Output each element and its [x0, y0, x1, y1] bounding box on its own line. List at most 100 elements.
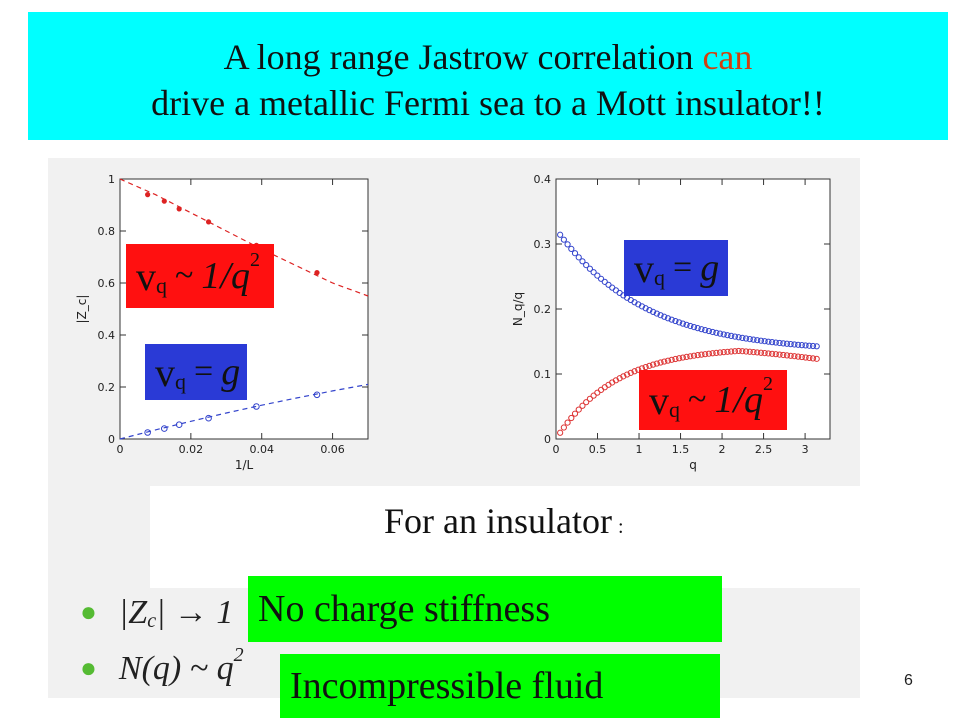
data-point: [557, 231, 564, 238]
data-point: [806, 354, 813, 362]
x-tick-label: 3: [802, 443, 809, 456]
data-point: [668, 316, 675, 323]
data-point: [716, 330, 724, 337]
bullet-dot: ●: [80, 653, 97, 684]
data-point: [620, 373, 627, 380]
data-point: [739, 334, 746, 342]
data-point: [765, 338, 772, 345]
data-point: [802, 342, 809, 349]
data-point: [702, 351, 709, 358]
data-point: [635, 366, 642, 373]
bullet-zc: ● |Z c | → 1: [80, 594, 234, 632]
data-point: [765, 350, 772, 357]
data-point: [795, 341, 802, 348]
data-point: [579, 258, 586, 265]
data-point: [768, 350, 776, 357]
x-tick-label: 2.5: [755, 443, 773, 456]
data-point: [601, 278, 608, 285]
data-point: [661, 313, 668, 320]
data-point: [314, 270, 320, 276]
data-point: [590, 392, 597, 399]
title-accent-word: can: [702, 37, 753, 77]
data-point: [772, 339, 779, 346]
data-point: [728, 348, 735, 355]
data-point: [653, 360, 660, 367]
data-point: [724, 332, 731, 339]
data-point: [672, 355, 679, 363]
insulator-caption-box: [150, 486, 862, 588]
long-range-potential-label-left: v q ~1/q 2: [126, 244, 274, 308]
nq-over-q-chart: 0 0.5 1 1.5 2 2.5 3 0 0.1 0.2 0.3 0.4 q N_q/q: [511, 173, 831, 472]
data-point: [646, 307, 653, 314]
data-point: [687, 322, 694, 330]
data-point: [739, 348, 746, 355]
data-point: [583, 262, 590, 269]
y-tick-label: 0: [544, 433, 551, 446]
x-tick-label: 0.5: [589, 443, 607, 456]
data-point: [690, 323, 698, 331]
data-point: [683, 353, 690, 361]
data-point: [694, 352, 701, 359]
data-point: [668, 356, 675, 363]
data-point: [806, 342, 813, 349]
data-point: [679, 354, 686, 361]
data-point: [571, 410, 579, 417]
y-tick-label: 0.4: [98, 329, 116, 342]
data-point: [664, 315, 672, 322]
data-point: [698, 326, 705, 333]
data-point: [757, 349, 765, 356]
data-point: [735, 347, 742, 355]
data-point: [720, 349, 727, 356]
long-range-potential-label-right: v q ~1/q 2: [639, 370, 787, 430]
data-point: [705, 327, 712, 335]
data-point: [586, 395, 593, 402]
data-point: [713, 329, 720, 336]
y-tick-label: 1: [108, 173, 115, 186]
short-range-potential-label-right: v q = g: [624, 240, 728, 296]
data-point: [583, 399, 590, 406]
data-point: [679, 320, 686, 327]
data-point: [683, 321, 690, 328]
y-tick-label: 0: [108, 433, 115, 446]
page-number: 6: [904, 672, 913, 689]
data-point: [694, 325, 701, 332]
data-point: [754, 337, 761, 344]
data-point: [724, 348, 731, 355]
data-point: [757, 337, 765, 344]
y-tick-label: 0.1: [534, 368, 552, 381]
data-point: [791, 353, 798, 360]
data-point: [687, 353, 694, 360]
data-point: [783, 340, 791, 347]
short-range-potential-label-left: v q = g: [145, 344, 247, 400]
data-point: [731, 333, 739, 340]
data-point: [571, 250, 579, 257]
data-point: [702, 327, 709, 334]
data-point: [672, 317, 679, 325]
y-tick-label: 0.2: [534, 303, 552, 316]
data-point: [716, 349, 724, 356]
data-point: [161, 198, 167, 204]
data-point: [579, 402, 586, 409]
x-tick-label: 0.06: [320, 443, 345, 456]
data-point: [653, 310, 660, 317]
data-point: [802, 354, 809, 361]
data-point: [742, 348, 750, 355]
data-point: [631, 368, 638, 375]
data-point: [568, 414, 575, 422]
data-point: [713, 349, 720, 356]
y-tick-label: 0.2: [98, 381, 116, 394]
data-point: [705, 350, 712, 357]
data-point: [586, 265, 593, 272]
data-point: [627, 369, 634, 376]
data-point: [676, 319, 683, 326]
data-point: [787, 341, 794, 348]
data-point: [176, 206, 182, 212]
data-point: [205, 414, 212, 422]
data-point: [568, 245, 575, 252]
data-point: [787, 352, 794, 359]
plot-frame: [119, 178, 369, 440]
data-point: [709, 350, 716, 357]
data-point: [761, 338, 768, 345]
data-point: [646, 362, 653, 369]
data-point: [720, 331, 727, 338]
